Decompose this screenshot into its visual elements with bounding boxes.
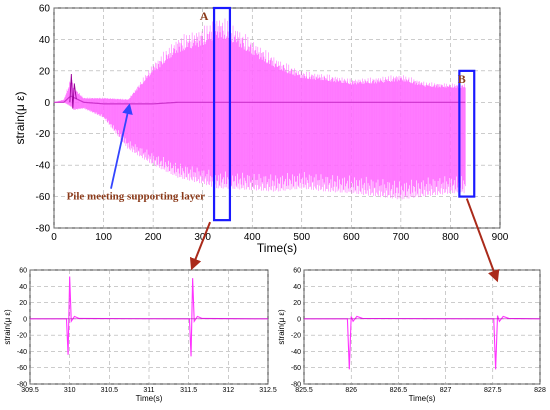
supporting-layer-label: Pile meeting supporting layer: [67, 191, 206, 203]
x-tick-label: 0: [51, 232, 57, 243]
red-arrow-a: [189, 221, 211, 271]
x-tick-label: 500: [293, 232, 310, 243]
y-tick-label: 20: [19, 300, 27, 307]
x-tick-label: 826: [345, 387, 357, 394]
x-tick-label: 800: [442, 232, 459, 243]
box-label-a: A: [200, 9, 209, 23]
y-tick-label: 0: [23, 316, 27, 323]
y-tick-label: -20: [17, 333, 27, 340]
y-tick-label: -80: [291, 382, 301, 389]
x-tick-label: 825.5: [295, 387, 313, 394]
x-axis-title: Time(s): [257, 241, 297, 255]
y-axis-title: strain(μ ε): [277, 309, 286, 345]
main-strain-chart: 0 100 200 300 400 500 600 700 800 900-80-60-40-20…: [13, 4, 509, 256]
x-tick-label: 827: [440, 387, 452, 394]
zoom-chart-b: 825.5 826 826.5 827 827.5 828 -80 -60 -40 -20 0 20 4…: [277, 268, 546, 404]
x-tick-label: 309.5: [21, 387, 39, 394]
y-tick-label: 40: [293, 284, 301, 291]
y-tick-label: 40: [39, 35, 51, 46]
x-axis-title: Time(s): [136, 394, 163, 403]
y-tick-label: -60: [17, 365, 27, 372]
y-axis-title: strain(μ ε): [13, 92, 27, 145]
y-tick-label: 0: [297, 316, 301, 323]
x-tick-label: 310: [64, 387, 76, 394]
y-tick-label: -60: [36, 192, 51, 203]
y-tick-label: -20: [36, 129, 51, 140]
x-tick-label: 312.5: [259, 387, 277, 394]
y-axis-title: strain(μ ε): [3, 309, 12, 345]
annotation-overlay: [110, 103, 500, 283]
zoom-chart-a: 309.5 310 310.5 311 311.5 312 312.5 -80 -60 -40 -2…: [3, 268, 277, 404]
x-tick-label: 600: [343, 232, 360, 243]
x-axis-title: Time(s): [409, 394, 436, 403]
x-tick-label: 400: [244, 232, 261, 243]
x-tick-label: 827.5: [484, 387, 502, 394]
highlight-box-b: [458, 69, 476, 198]
highlight-box-a: [212, 6, 232, 222]
x-tick-label: 700: [393, 232, 410, 243]
y-tick-label: 0: [44, 98, 50, 109]
box-label-b: B: [458, 72, 466, 86]
strain-oscillation: [54, 18, 466, 200]
y-tick-label: 60: [39, 4, 51, 15]
zoom-series: [304, 315, 540, 370]
y-tick-label: 60: [19, 268, 27, 275]
x-tick-label: 826.5: [390, 387, 408, 394]
y-tick-label: -20: [291, 333, 301, 340]
initial-spike: [69, 73, 77, 109]
plot-frame: [303, 269, 541, 385]
red-arrow-b: [465, 198, 500, 283]
x-tick-label: 311: [143, 387, 154, 394]
y-tick-label: -40: [36, 161, 51, 172]
y-tick-label: 40: [19, 284, 27, 291]
y-tick-label: 20: [39, 66, 51, 77]
x-tick-label: 310.5: [101, 387, 119, 394]
x-tick-label: 900: [492, 232, 509, 243]
x-tick-label: 300: [194, 232, 211, 243]
pointer-arrow-blue: [110, 103, 133, 189]
y-tick-label: 60: [293, 268, 301, 275]
y-tick-label: -80: [36, 224, 51, 235]
y-tick-label: 20: [293, 300, 301, 307]
y-tick-label: -40: [291, 349, 301, 356]
zoom-series: [30, 276, 268, 357]
x-tick-label: 828: [534, 387, 546, 394]
y-tick-label: -60: [291, 365, 301, 372]
x-tick-label: 312: [222, 387, 234, 394]
y-tick-label: -40: [17, 349, 27, 356]
x-tick-label: 100: [95, 232, 112, 243]
y-tick-label: -80: [17, 382, 27, 389]
x-tick-label: 200: [145, 232, 162, 243]
x-tick-label: 311.5: [180, 387, 197, 394]
